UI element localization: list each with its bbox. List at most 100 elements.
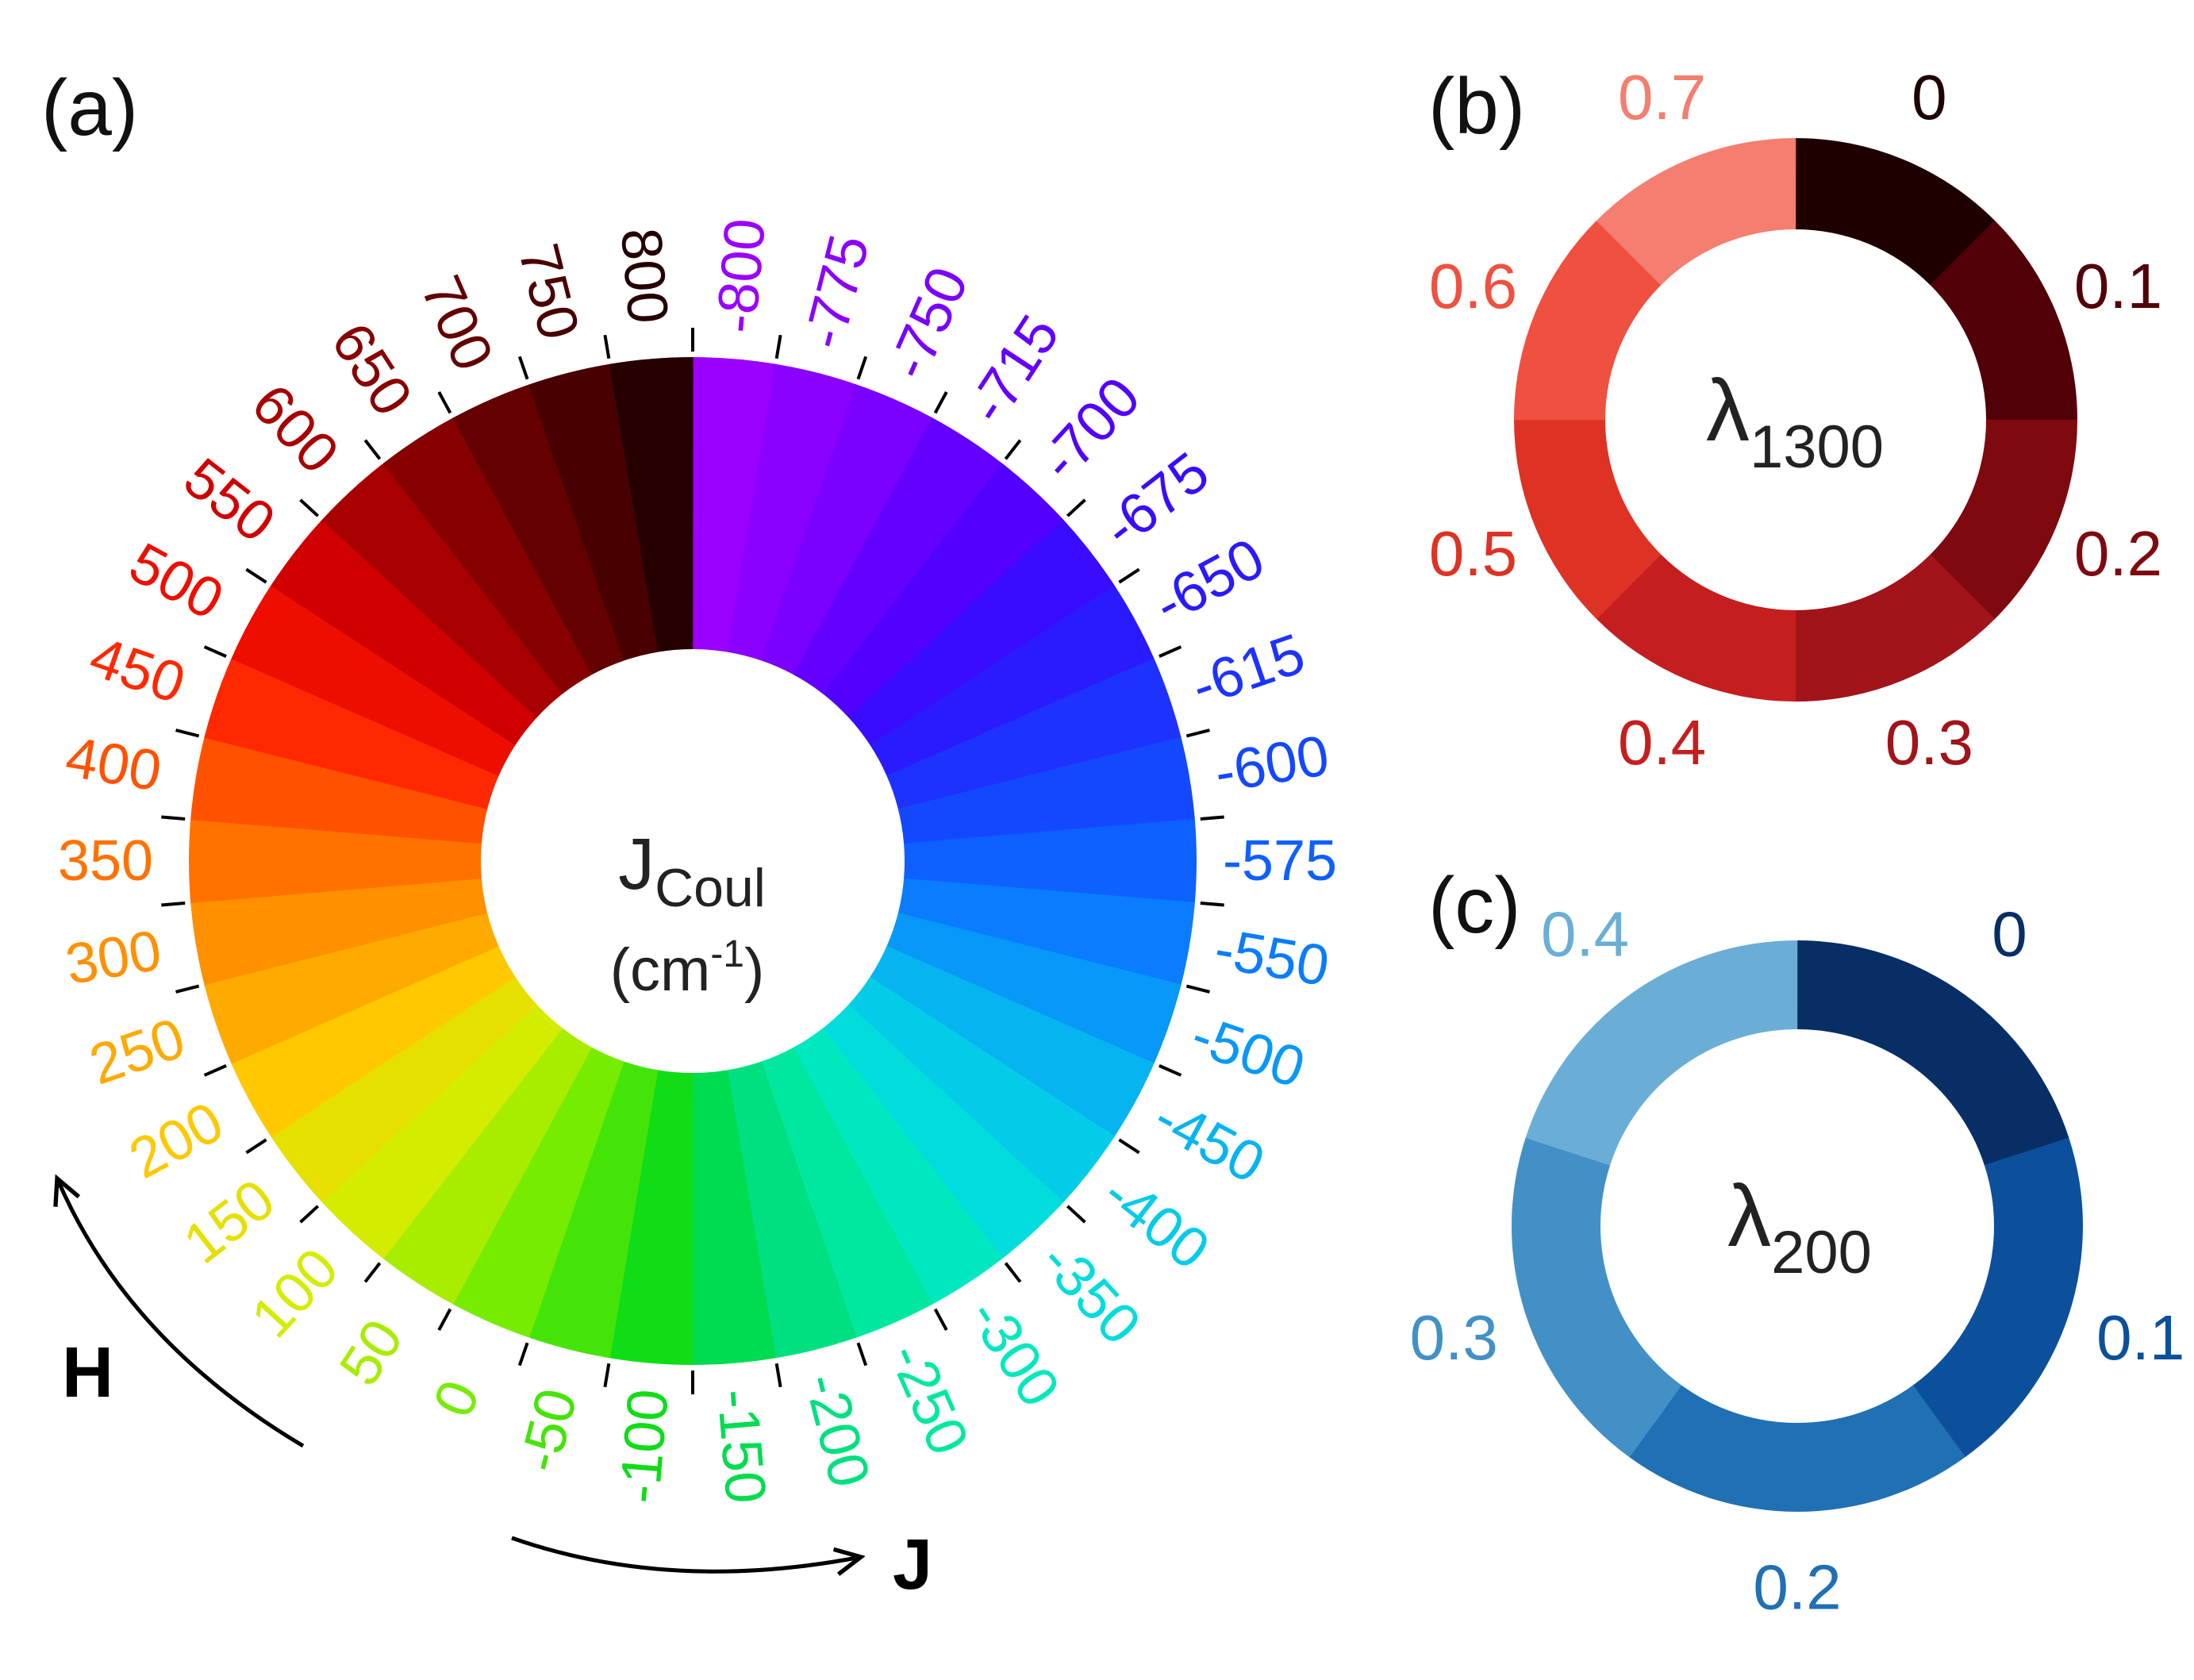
ring-b-center-sub: 1300 <box>1750 413 1884 481</box>
panel-a: (a) -800 -775-750-715-700-675-650-615-600… <box>41 63 1337 1605</box>
wheel-tick <box>1200 902 1224 907</box>
ring-b-segment-0.5 <box>1514 419 1662 620</box>
wheel-tick <box>1118 1138 1140 1155</box>
wheel-tick <box>1185 729 1210 738</box>
wheel-tick <box>774 1363 782 1388</box>
wheel-tick <box>517 1342 529 1367</box>
center-title-main: J <box>618 824 655 905</box>
panel-c-label: (c) <box>1428 861 1521 950</box>
wheel-label-200: 200 <box>119 1090 233 1191</box>
ring-b-segment-0.7 <box>1596 138 1796 286</box>
center-title-sub: Coul <box>655 858 766 918</box>
ring-c-segment-0 <box>1796 940 2069 1166</box>
wheel-label--250: -250 <box>877 1334 981 1464</box>
wheel-segment--400 <box>848 976 1115 1203</box>
ring-b-label-0.5: 0.5 <box>1429 518 1517 589</box>
wheel-segment--615 <box>886 658 1182 809</box>
wheel-a-center-unit: (cm-1) <box>610 933 765 1004</box>
ring-c-segments <box>1512 940 2083 1512</box>
center-unit-close: ) <box>744 936 764 1004</box>
wheel-label-800: 800 <box>609 225 680 325</box>
wheel-segment-650 <box>382 417 593 694</box>
wheel-label--500: -500 <box>1184 1003 1312 1100</box>
wheel-segment--575 <box>904 819 1197 903</box>
ring-c-labels: 0 0.1 0.2 0.3 0.4 <box>1410 898 2185 1622</box>
wheel-segment-500 <box>231 585 516 776</box>
wheel-tick <box>1185 984 1210 994</box>
wheel-tick <box>1066 1205 1086 1224</box>
wheel-tick <box>1158 1064 1182 1077</box>
wheel-label-400: 400 <box>61 725 166 804</box>
wheel-segment--50 <box>528 1061 659 1359</box>
wheel-segment--650 <box>870 585 1155 776</box>
wheel-tick <box>933 1308 948 1331</box>
ring-b-segment-0.1 <box>1930 220 2077 421</box>
wheel-segment-550 <box>271 519 537 746</box>
wheel-segment--450 <box>870 946 1155 1137</box>
wheel-segment-600 <box>321 463 563 718</box>
wheel-tick <box>299 1205 320 1224</box>
wheel-label--400: -400 <box>1092 1162 1221 1282</box>
panel-a-label: (a) <box>41 63 138 152</box>
ring-c-label-0.4: 0.4 <box>1541 898 1629 969</box>
wheel-tick <box>437 391 452 414</box>
ring-b-label-0: 0 <box>1912 62 1947 133</box>
h-direction-label: H <box>62 1333 113 1413</box>
wheel-segment-250 <box>204 913 499 1064</box>
wheel-label-50: 50 <box>328 1309 416 1397</box>
wheel-segment--775 <box>727 363 857 661</box>
wheel-segment--675 <box>848 519 1115 746</box>
wheel-label-500: 500 <box>119 531 233 632</box>
ring-b-center-symbol: λ <box>1706 362 1750 459</box>
ring-b-segment-0.6 <box>1514 220 1662 421</box>
wheel-segment--715 <box>793 417 1003 694</box>
wheel-label--650: -650 <box>1143 526 1274 636</box>
wheel-label--150: -150 <box>705 1386 778 1505</box>
wheel-label--750: -750 <box>877 258 981 388</box>
wheel-tick <box>603 1363 611 1388</box>
wheel-segment-300 <box>190 878 488 986</box>
wheel-tick <box>1118 567 1140 584</box>
panel-b-label: (b) <box>1428 62 1525 151</box>
wheel-label-150: 150 <box>172 1167 286 1276</box>
wheel-label--575: -575 <box>1223 829 1337 893</box>
wheel-segment--500 <box>886 913 1182 1064</box>
wheel-label--615: -615 <box>1184 621 1312 718</box>
wheel-tick <box>933 391 948 414</box>
ring-b-segments <box>1514 138 2077 702</box>
ring-c-center-symbol: λ <box>1727 1167 1771 1265</box>
wheel-label-300: 300 <box>61 918 166 997</box>
wheel-tick <box>1004 439 1022 460</box>
center-unit-main: (cm <box>610 936 711 1004</box>
wheel-tick <box>603 334 611 359</box>
wheel-segment--800 <box>692 357 777 652</box>
wheel-label--100: -100 <box>608 1386 681 1505</box>
wheel-tick <box>856 1342 868 1367</box>
ring-b-label-0.1: 0.1 <box>2074 251 2162 321</box>
wheel-label-700: 700 <box>409 267 505 379</box>
ring-c-segment-0.4 <box>1525 940 1798 1166</box>
wheel-segment--250 <box>761 1047 933 1338</box>
ring-b-center-label: λ1300 <box>1706 362 1884 481</box>
ring-b-segment-0.3 <box>1795 554 1996 702</box>
j-direction-label: J <box>893 1525 932 1605</box>
wheel-segment--600 <box>897 736 1195 844</box>
ring-c-label-0.1: 0.1 <box>2096 1302 2184 1373</box>
ring-c-segment-0.1 <box>1912 1137 2083 1458</box>
wheel-tick <box>1066 498 1086 517</box>
wheel-segment--700 <box>822 463 1064 718</box>
wheel-tick <box>175 984 200 994</box>
wheel-segment-450 <box>204 658 499 809</box>
wheel-segment--300 <box>793 1028 1003 1305</box>
center-unit-sup: -1 <box>710 933 744 975</box>
ring-c-label-0: 0 <box>1992 898 2027 969</box>
wheel-segment-400 <box>190 736 488 844</box>
wheel-label--800: -800 <box>705 216 778 335</box>
wheel-label-250: 250 <box>82 1006 193 1098</box>
wheel-segment--150 <box>692 1070 777 1365</box>
wheel-segment-750 <box>528 363 659 661</box>
wheel-segment-800 <box>609 357 694 652</box>
wheel-tick <box>517 356 529 380</box>
wheel-tick <box>437 1308 452 1331</box>
